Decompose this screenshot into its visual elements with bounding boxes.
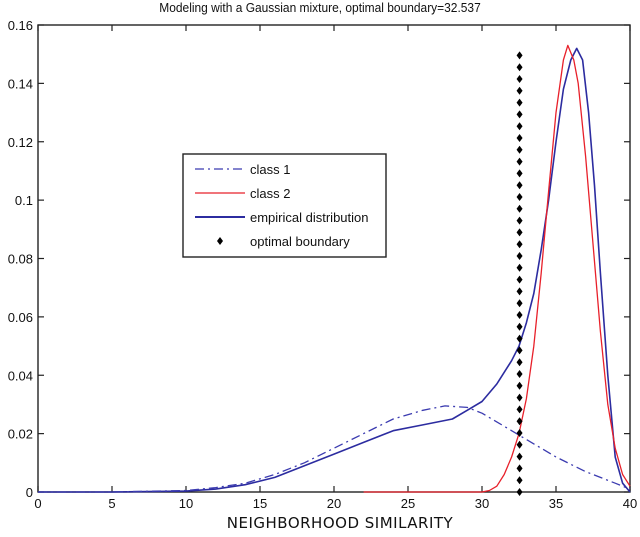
boundary-marker bbox=[516, 145, 523, 154]
boundary-marker bbox=[516, 358, 523, 367]
x-tick-label: 25 bbox=[401, 496, 415, 511]
y-tick-label: 0.14 bbox=[8, 76, 33, 91]
axes-frame bbox=[37, 24, 631, 493]
x-tick-label: 30 bbox=[475, 496, 489, 511]
boundary-marker bbox=[516, 86, 523, 95]
boundary-marker bbox=[516, 122, 523, 131]
boundary-marker bbox=[516, 334, 523, 343]
y-tick-label: 0.04 bbox=[8, 368, 33, 383]
legend-class1-label: class 1 bbox=[250, 162, 290, 177]
boundary-marker bbox=[516, 169, 523, 178]
class-2-curve bbox=[363, 44, 631, 493]
boundary-marker bbox=[516, 417, 523, 426]
boundary-marker bbox=[516, 157, 523, 166]
boundary-marker bbox=[516, 263, 523, 272]
y-tick-label: 0.02 bbox=[8, 427, 33, 442]
y-tick-label: 0.1 bbox=[15, 193, 33, 208]
boundary-marker bbox=[516, 240, 523, 249]
boundary-marker bbox=[516, 405, 523, 414]
legend-class2-label: class 2 bbox=[250, 186, 290, 201]
x-tick-label: 35 bbox=[549, 496, 563, 511]
boundary-marker bbox=[516, 134, 523, 142]
boundary-marker bbox=[516, 252, 523, 260]
boundary-marker bbox=[516, 393, 523, 402]
y-tick-label: 0.12 bbox=[8, 135, 33, 150]
boundary-marker bbox=[516, 440, 523, 449]
boundary-marker bbox=[516, 476, 523, 485]
boundary-marker bbox=[516, 216, 523, 225]
boundary-marker bbox=[516, 299, 523, 308]
y-tick-label: 0.06 bbox=[8, 310, 33, 325]
boundary-marker bbox=[516, 204, 523, 213]
axis-ticks: 0 5 10 15 20 25 30 35 40 0 0.02 0.04 0.06 0.08 0.1 0.12… bbox=[8, 18, 638, 511]
boundary-marker bbox=[516, 228, 523, 237]
data-series bbox=[38, 44, 631, 493]
chart-title: Modeling with a Gaussian mixture, optima… bbox=[159, 0, 481, 15]
boundary-marker bbox=[516, 275, 523, 284]
boundary-marker bbox=[516, 429, 523, 437]
boundary-marker bbox=[516, 110, 523, 119]
x-tick-label: 20 bbox=[327, 496, 341, 511]
boundary-marker bbox=[516, 346, 523, 355]
y-tick-label: 0 bbox=[26, 485, 33, 500]
boundary-marker bbox=[516, 452, 523, 461]
legend-boundary-label: optimal boundary bbox=[250, 234, 350, 249]
x-tick-label: 10 bbox=[179, 496, 193, 511]
y-tick-label: 0.08 bbox=[8, 252, 33, 267]
x-tick-label: 40 bbox=[623, 496, 637, 511]
boundary-marker bbox=[516, 63, 523, 72]
legend-empirical-label: empirical distribution bbox=[250, 210, 369, 225]
empirical-distribution-curve bbox=[38, 47, 631, 493]
legend-boundary-marker-icon bbox=[217, 237, 223, 245]
x-tick-label: 5 bbox=[108, 496, 115, 511]
x-tick-label: 0 bbox=[34, 496, 41, 511]
boundary-marker bbox=[516, 464, 523, 473]
boundary-marker bbox=[516, 311, 523, 319]
boundary-marker bbox=[516, 287, 523, 296]
boundary-marker bbox=[516, 75, 523, 83]
boundary-marker bbox=[516, 370, 523, 378]
legend-box bbox=[182, 153, 387, 258]
y-tick-label: 0.16 bbox=[8, 18, 33, 33]
optimal-boundary-markers bbox=[516, 51, 523, 496]
boundary-marker bbox=[516, 51, 523, 60]
boundary-marker bbox=[516, 322, 523, 331]
boundary-marker bbox=[516, 381, 523, 390]
x-axis-label: NEIGHBORHOOD SIMILARITY bbox=[226, 514, 454, 532]
boundary-marker bbox=[516, 193, 523, 201]
x-tick-label: 15 bbox=[253, 496, 267, 511]
legend: class 1 class 2 empirical distribution o… bbox=[182, 153, 387, 258]
boundary-marker bbox=[516, 488, 523, 496]
boundary-marker bbox=[516, 181, 523, 190]
boundary-marker bbox=[516, 98, 523, 107]
